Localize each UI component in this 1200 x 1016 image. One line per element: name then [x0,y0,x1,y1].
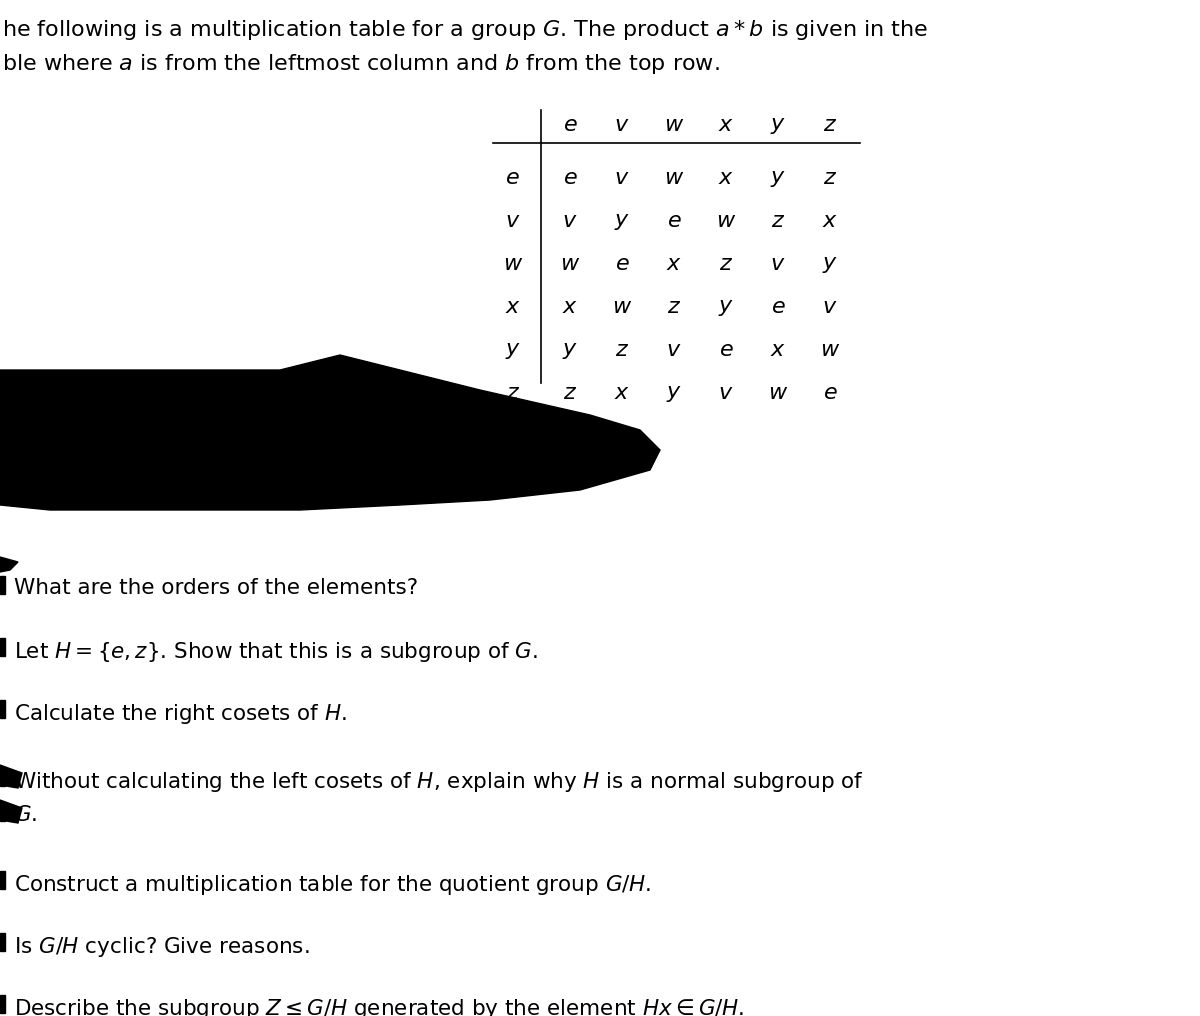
Polygon shape [0,768,5,786]
Polygon shape [0,576,5,594]
Text: $v$: $v$ [666,340,682,361]
Polygon shape [0,638,5,656]
Text: $e$: $e$ [563,115,577,136]
Text: $x$: $x$ [770,340,786,361]
Text: Let $H = \{e, z\}$. Show that this is a subgroup of $G$.: Let $H = \{e, z\}$. Show that this is a … [14,640,538,664]
Text: he following is a multiplication table for a group $G$. The product $a*b$ is giv: he following is a multiplication table f… [2,18,928,42]
Text: $z$: $z$ [823,115,838,136]
Text: $w$: $w$ [664,168,684,189]
Polygon shape [0,700,5,718]
Text: $e$: $e$ [563,168,577,189]
Text: Without calculating the left cosets of $H$, explain why $H$ is a normal subgroup: Without calculating the left cosets of $… [14,770,864,793]
Text: $v$: $v$ [614,115,630,136]
Text: $e$: $e$ [823,383,838,404]
Text: $w$: $w$ [560,254,580,275]
Polygon shape [0,933,5,951]
Text: $x$: $x$ [614,383,630,404]
Text: $e$: $e$ [719,340,733,361]
Polygon shape [0,765,22,788]
Text: $y$: $y$ [718,297,734,318]
Text: $e$: $e$ [667,211,682,232]
Text: $w$: $w$ [503,254,523,275]
Text: $y$: $y$ [614,211,630,232]
Text: $z$: $z$ [614,340,629,361]
Polygon shape [0,803,5,821]
Text: ble where $a$ is from the leftmost column and $b$ from the top row.: ble where $a$ is from the leftmost colum… [2,52,720,76]
Polygon shape [0,430,150,490]
Text: $w$: $w$ [820,340,840,361]
Text: $x$: $x$ [666,254,682,275]
Text: $v$: $v$ [505,211,521,232]
Text: $z$: $z$ [505,383,520,404]
Polygon shape [0,800,22,823]
Text: $x$: $x$ [718,168,734,189]
Text: Calculate the right cosets of $H$.: Calculate the right cosets of $H$. [14,702,347,726]
Text: $y$: $y$ [562,340,578,361]
Text: $w$: $w$ [612,297,632,318]
Text: $w$: $w$ [716,211,736,232]
Text: $e$: $e$ [770,297,785,318]
Text: $z$: $z$ [823,168,838,189]
Text: $w$: $w$ [664,115,684,136]
Text: $z$: $z$ [563,383,577,404]
Text: $v$: $v$ [563,211,577,232]
Text: $y$: $y$ [666,383,682,404]
Polygon shape [0,871,5,889]
Text: $z$: $z$ [719,254,733,275]
Text: $e$: $e$ [505,168,520,189]
Text: Is $G/H$ cyclic? Give reasons.: Is $G/H$ cyclic? Give reasons. [14,935,310,959]
Text: $y$: $y$ [505,340,521,361]
Text: $y$: $y$ [822,254,838,275]
Text: $e$: $e$ [614,254,629,275]
Text: $v$: $v$ [770,254,786,275]
Text: $v$: $v$ [822,297,838,318]
Text: $G$.: $G$. [14,805,37,825]
Text: $z$: $z$ [770,211,785,232]
Text: $w$: $w$ [768,383,788,404]
Text: $v$: $v$ [614,168,630,189]
Text: Describe the subgroup $Z \leq G/H$ generated by the element $Hx \in G/H$.: Describe the subgroup $Z \leq G/H$ gener… [14,997,744,1016]
Text: $y$: $y$ [770,115,786,136]
Text: Construct a multiplication table for the quotient group $G/H$.: Construct a multiplication table for the… [14,873,652,897]
Polygon shape [0,995,5,1013]
Text: $y$: $y$ [770,168,786,189]
Text: What are the orders of the elements?: What are the orders of the elements? [14,578,418,598]
Text: $x$: $x$ [718,115,734,136]
Text: $z$: $z$ [667,297,682,318]
Text: $x$: $x$ [822,211,838,232]
Text: $x$: $x$ [562,297,578,318]
Text: $v$: $v$ [719,383,733,404]
Text: $x$: $x$ [505,297,521,318]
Polygon shape [0,557,18,572]
Polygon shape [0,355,660,510]
